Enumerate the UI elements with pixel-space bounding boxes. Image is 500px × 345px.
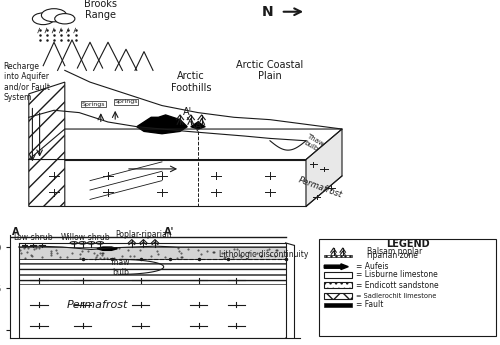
Bar (324, 282, 352, 288)
Polygon shape (29, 82, 65, 206)
Bar (324, 304, 352, 307)
Text: Arctic
Foothills: Arctic Foothills (170, 71, 211, 93)
Text: = Endicott sandstone: = Endicott sandstone (356, 281, 438, 290)
Text: = Aufeis: = Aufeis (356, 262, 388, 271)
Text: Arctic Coastal
Plain: Arctic Coastal Plain (236, 60, 304, 81)
Polygon shape (137, 115, 187, 134)
Text: Poplar-riparian: Poplar-riparian (115, 230, 172, 239)
Text: Low-shrub: Low-shrub (14, 233, 53, 241)
Ellipse shape (70, 241, 78, 244)
Text: Permafrost: Permafrost (66, 300, 128, 310)
Text: Willow-shrub: Willow-shrub (60, 233, 110, 241)
Text: LEGEND: LEGEND (386, 239, 430, 249)
Text: Balsam poplar: Balsam poplar (367, 247, 422, 256)
Bar (324, 255, 352, 257)
Text: = Lisburne limestone: = Lisburne limestone (356, 270, 438, 279)
Polygon shape (306, 129, 342, 206)
Polygon shape (97, 247, 117, 250)
Text: A': A' (182, 107, 192, 117)
Text: N: N (262, 5, 274, 19)
Bar (324, 293, 352, 299)
Polygon shape (191, 122, 205, 129)
Text: = Sadlerochit limestone: = Sadlerochit limestone (356, 293, 436, 299)
Ellipse shape (96, 241, 103, 244)
FancyArrow shape (324, 264, 348, 269)
Text: Thaw
bulb: Thaw bulb (110, 258, 130, 277)
Ellipse shape (79, 241, 86, 244)
Text: = Fault: = Fault (356, 300, 383, 309)
Text: A': A' (164, 227, 174, 237)
Bar (324, 272, 352, 278)
Text: Permafrost: Permafrost (297, 176, 344, 200)
Text: Brooks
Range: Brooks Range (84, 0, 117, 20)
Text: Springs: Springs (114, 99, 138, 104)
Ellipse shape (54, 13, 75, 24)
Text: Springs: Springs (82, 101, 106, 107)
Polygon shape (18, 247, 285, 259)
Text: A: A (12, 227, 20, 237)
Text: Thaw
bulb: Thaw bulb (302, 133, 324, 154)
Ellipse shape (42, 9, 66, 22)
Text: Recharge
into Aquifer
and/or Fault
System: Recharge into Aquifer and/or Fault Syste… (4, 62, 50, 102)
Polygon shape (18, 259, 285, 284)
Ellipse shape (88, 241, 95, 244)
Text: Lithologic discontinuity: Lithologic discontinuity (219, 250, 308, 259)
Text: A: A (194, 121, 202, 131)
Ellipse shape (32, 13, 54, 24)
Text: riparian zone: riparian zone (367, 251, 418, 260)
